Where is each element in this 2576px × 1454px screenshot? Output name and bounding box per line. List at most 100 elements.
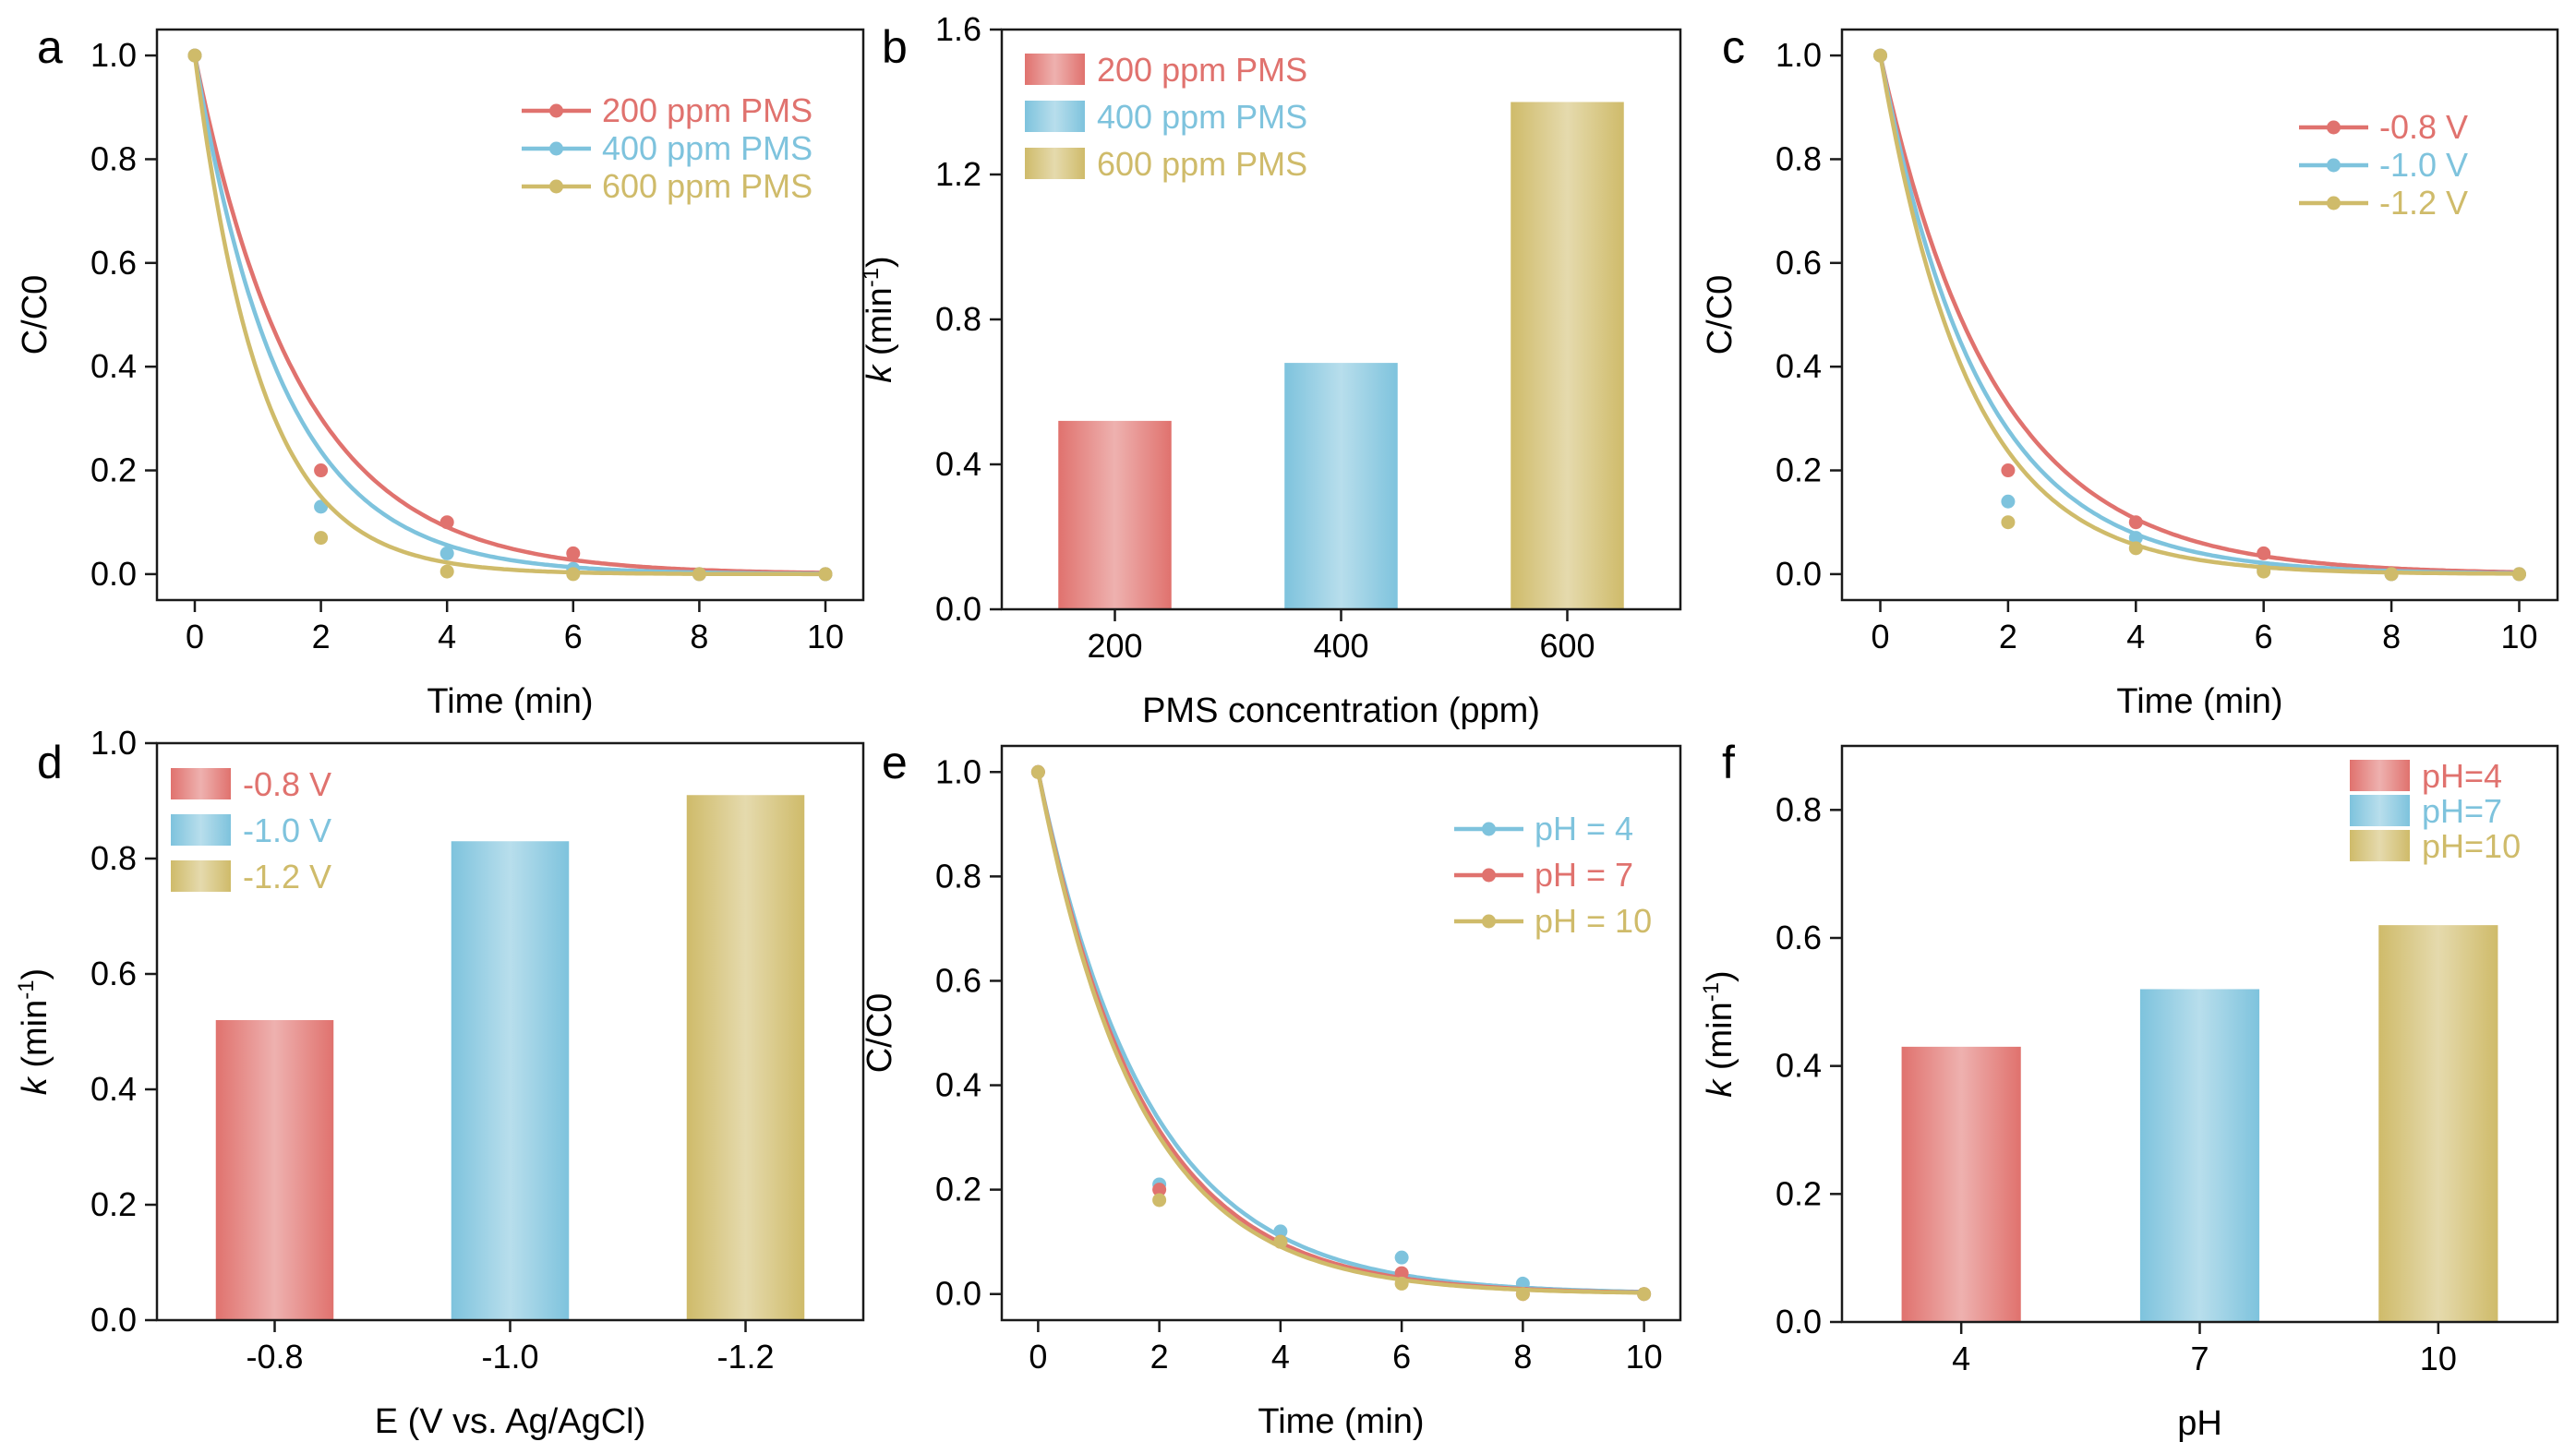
legend-label: -0.8 V <box>243 765 331 803</box>
x-tick-label: 2 <box>1150 1338 1169 1376</box>
y-tick-label: 0.8 <box>1776 790 1822 828</box>
legend-label: 200 ppm PMS <box>1097 51 1307 89</box>
panel-b: b 0.0 0.4 0.8 1.2 1.6 k (min-1) PMS concentrati… <box>859 10 1682 730</box>
y-tick-label: 0.0 <box>935 1275 981 1313</box>
x-tick-label: 6 <box>564 618 583 655</box>
x-tick-label: 200 <box>1087 627 1142 665</box>
legend-label: pH = 10 <box>1535 902 1652 940</box>
y-tick-label: 0.8 <box>1776 139 1822 177</box>
legend-swatch <box>171 814 231 846</box>
data-point <box>566 567 581 582</box>
y-axis-label-unit: (min <box>861 287 899 365</box>
data-point <box>1152 1183 1167 1197</box>
x-tick-label: 10 <box>2500 618 2537 655</box>
x-tick-label: 600 <box>1539 627 1595 665</box>
y-tick-label: 0.6 <box>935 961 981 999</box>
x-tick-label: 8 <box>2382 618 2401 655</box>
legend-label: 400 ppm PMS <box>1097 98 1307 136</box>
data-point <box>1394 1266 1409 1280</box>
data-point <box>1873 48 1888 63</box>
y-tick-label: 0.4 <box>90 347 137 385</box>
series-line-2 <box>1036 771 1644 1295</box>
data-point <box>439 515 454 530</box>
y-tick-label: 0.8 <box>90 839 137 877</box>
data-point <box>1637 1287 1652 1302</box>
y-tick-label: 0.0 <box>90 1301 137 1339</box>
y-axis-label: k (min-1) <box>859 256 899 382</box>
data-point <box>2128 541 2143 556</box>
bar--1.2 <box>686 795 805 1320</box>
y-tick-label: 0.2 <box>1776 451 1822 489</box>
legend-label: pH=4 <box>2422 757 2502 795</box>
y-axis-label: k (min-1) <box>14 968 54 1095</box>
y-tick-label: 0.4 <box>1776 347 1822 385</box>
y-tick-label: 0.4 <box>1776 1047 1822 1085</box>
y-tick-label: 1.0 <box>1776 36 1822 74</box>
data-point <box>1030 764 1045 779</box>
x-tick-label: 6 <box>1392 1338 1411 1376</box>
data-point <box>2384 567 2399 582</box>
legend-label: 400 ppm PMS <box>602 129 813 167</box>
legend-label: -1.2 V <box>2379 184 2468 222</box>
y-tick-label: 0.2 <box>935 1171 981 1208</box>
series-line-1 <box>1036 771 1644 1295</box>
legend-swatch <box>171 860 231 892</box>
panel-letter-a: a <box>37 21 63 73</box>
x-tick-label: 0 <box>1872 618 1890 655</box>
y-tick-label: 0.0 <box>90 555 137 593</box>
data-point <box>1394 1276 1409 1291</box>
data-point <box>2128 531 2143 546</box>
data-point <box>2001 463 2016 478</box>
data-point <box>2257 564 2271 579</box>
data-point <box>2257 546 2271 560</box>
x-tick-label: 4 <box>1271 1338 1290 1376</box>
bar-4 <box>1901 1046 2021 1322</box>
series-line-0 <box>1878 54 2520 575</box>
y-axis-label-close: ) <box>861 256 899 268</box>
y-tick-label: 1.0 <box>90 36 137 74</box>
legend-marker <box>549 141 563 156</box>
y-tick-label: 1.2 <box>935 155 981 193</box>
y-tick-label: 0.6 <box>1776 244 1822 282</box>
x-axis-label: PMS concentration (ppm) <box>1142 691 1540 730</box>
legend-marker <box>549 179 563 194</box>
y-axis-label-sup: -1 <box>14 979 39 999</box>
x-tick-label: 2 <box>1999 618 2017 655</box>
x-tick-label: 0 <box>186 618 204 655</box>
y-axis-label: C/C0 <box>1701 275 1739 355</box>
series-line-0 <box>192 54 825 575</box>
panel-d: d 0.0 0.2 0.4 0.6 0.8 1.0 k (min-1) E (V vs. Ag/… <box>14 724 865 1441</box>
x-tick-label: 0 <box>1029 1338 1047 1376</box>
y-axis-label-close: ) <box>1701 970 1739 982</box>
panel-letter-c: c <box>1722 21 1745 73</box>
y-tick-label: 0.8 <box>935 857 981 895</box>
plot-frame <box>155 741 865 1322</box>
y-tick-label: 0.4 <box>90 1070 137 1108</box>
data-point <box>2001 515 2016 530</box>
bar--0.8 <box>215 1020 334 1320</box>
panel-f: f 0.0 0.2 0.4 0.6 0.8 k (min-1) pH 4 7 10 pH=4pH=7p… <box>1699 737 2559 1443</box>
x-tick-label: 2 <box>312 618 331 655</box>
y-axis-label-unit: (min <box>1701 1002 1739 1079</box>
legend-marker <box>549 103 563 118</box>
y-tick-label: 0.8 <box>935 300 981 338</box>
y-tick-label: 0.8 <box>90 139 137 177</box>
data-point <box>439 564 454 579</box>
data-point <box>2511 567 2526 582</box>
data-point <box>1273 1224 1288 1239</box>
y-tick-label: 1.0 <box>935 752 981 790</box>
x-tick-label: 10 <box>807 618 844 655</box>
legend-marker <box>2327 158 2341 173</box>
data-point <box>1515 1287 1530 1302</box>
series-line-0 <box>1036 771 1644 1294</box>
panel-c: c 0.0 0.2 0.4 0.6 0.8 1.0 C/C0 Time (min) 0 2 4 6 8 10… <box>1701 21 2559 721</box>
x-tick-label: -1.2 <box>716 1338 774 1376</box>
x-axis-label: Time (min) <box>427 682 593 721</box>
data-point <box>692 567 706 582</box>
legend-label: 200 ppm PMS <box>602 91 813 129</box>
data-point <box>439 546 454 560</box>
x-axis-label: E (V vs. Ag/AgCl) <box>375 1402 646 1441</box>
legend-label: -1.0 V <box>243 811 331 849</box>
bar-7 <box>2139 989 2260 1322</box>
